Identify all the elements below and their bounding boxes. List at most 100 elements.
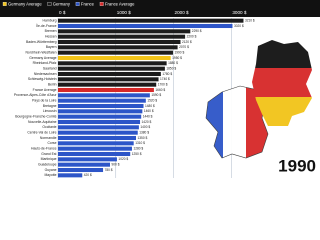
bar	[58, 119, 141, 125]
bar	[58, 71, 161, 77]
category-label: France Average	[33, 88, 57, 92]
bar	[58, 82, 157, 87]
value-label: 1350 $	[138, 136, 148, 140]
category-label: Guadeloupe	[38, 163, 57, 167]
bar	[58, 55, 171, 61]
category-label: Pays de la Loire	[32, 99, 56, 103]
bar	[58, 39, 181, 45]
category-label: Germany Average	[29, 56, 56, 60]
value-label: 3210 $	[245, 19, 255, 23]
value-label: 1780 $	[162, 72, 172, 76]
category-label: Limousin	[43, 109, 57, 113]
bar	[58, 135, 136, 141]
value-label: 420 $	[84, 173, 92, 177]
bar	[58, 167, 104, 173]
value-label: 780 $	[105, 168, 113, 172]
value-label: 2290 $	[192, 29, 202, 33]
category-label: Hessen	[45, 35, 57, 39]
category-label: Hamburg	[43, 19, 57, 23]
legend-label: France Average	[105, 1, 135, 6]
category-label: Rheinland-Pfalz	[33, 61, 57, 65]
value-label: 1660 $	[155, 88, 165, 92]
value-label: 1400 $	[140, 125, 150, 129]
value-label: 1250 $	[132, 152, 142, 156]
value-label: 1420 $	[142, 120, 152, 124]
value-label: 1310 $	[135, 141, 145, 145]
bar	[58, 18, 244, 23]
value-label: 3020 $	[234, 24, 244, 28]
bar	[58, 109, 143, 114]
legend-swatch	[2, 2, 7, 6]
bar	[58, 146, 132, 151]
bar	[58, 66, 165, 71]
category-label: Martinique	[41, 157, 57, 161]
bar	[58, 29, 191, 34]
category-label: Berlin	[48, 83, 57, 87]
category-label: Grand Est	[41, 152, 56, 156]
map	[205, 40, 312, 159]
category-label: Bourgogne-Franche-Comté	[15, 115, 56, 119]
legend-swatch	[75, 2, 80, 6]
x-tick-label: 0 $	[59, 10, 66, 15]
category-label: Occitanie	[42, 125, 56, 129]
bar	[58, 98, 146, 103]
x-tick-label: 2000 $	[175, 10, 189, 15]
value-label: 1880 $	[168, 61, 178, 65]
bar	[58, 34, 186, 39]
value-label: 1740 $	[160, 77, 170, 81]
year: 1990	[278, 156, 316, 175]
category-label: Schleswig-Holstein	[28, 77, 57, 81]
bar	[58, 93, 150, 98]
value-label: 900 $	[112, 163, 120, 167]
category-label: Mayotte	[44, 173, 56, 177]
category-label: Hauts-de-France	[31, 147, 57, 151]
legend-label: Germany	[53, 1, 71, 6]
value-label: 1460 $	[144, 109, 154, 113]
value-label: 1990 $	[174, 51, 184, 55]
value-label: 2120 $	[182, 40, 192, 44]
category-label: Nordrhein-Westfalen	[25, 51, 56, 55]
value-label: 2200 $	[187, 35, 197, 39]
category-label: Île-de-France	[35, 24, 56, 28]
bar	[58, 50, 173, 55]
legend-swatch	[99, 2, 104, 6]
value-label: 1700 $	[158, 83, 168, 87]
category-label: Guyane	[45, 168, 57, 172]
bar	[58, 61, 167, 66]
value-label: 1950 $	[172, 56, 182, 60]
bar	[58, 151, 131, 157]
category-label: Bremen	[45, 29, 57, 33]
bar	[58, 45, 178, 50]
legend-label: Germany Average	[8, 1, 42, 6]
bar	[58, 141, 134, 146]
category-label: Saarland	[43, 67, 57, 71]
bar	[58, 23, 233, 29]
category-label: Provence-Alpes-Côte d'Azur	[14, 93, 58, 97]
bar	[58, 173, 83, 178]
value-label: 1020 $	[118, 157, 128, 161]
category-label: Normandie	[40, 136, 57, 140]
value-label: 1280 $	[133, 147, 143, 151]
chart: 1990 Germany Average Germany France France …	[0, 0, 320, 178]
bar	[58, 114, 142, 119]
bar	[58, 103, 144, 109]
bar	[58, 77, 159, 82]
value-label: 1380 $	[139, 131, 149, 135]
value-label: 2070 $	[179, 45, 189, 49]
legend-label: France	[81, 1, 95, 6]
bar	[58, 162, 110, 167]
header-band	[0, 0, 320, 17]
bar	[58, 125, 139, 130]
legend-swatch	[47, 2, 52, 6]
category-label: Niedersachsen	[34, 72, 57, 76]
bar	[58, 87, 154, 93]
value-label: 1520 $	[147, 99, 157, 103]
category-label: Corse	[47, 141, 56, 145]
value-label: 1440 $	[143, 115, 153, 119]
category-label: Centre-Val de Loire	[27, 131, 56, 135]
value-label: 1590 $	[151, 93, 161, 97]
category-label: Bayern	[46, 45, 57, 49]
category-label: Bretagne	[43, 104, 57, 108]
bar	[58, 130, 138, 135]
value-label: 1480 $	[145, 104, 155, 108]
